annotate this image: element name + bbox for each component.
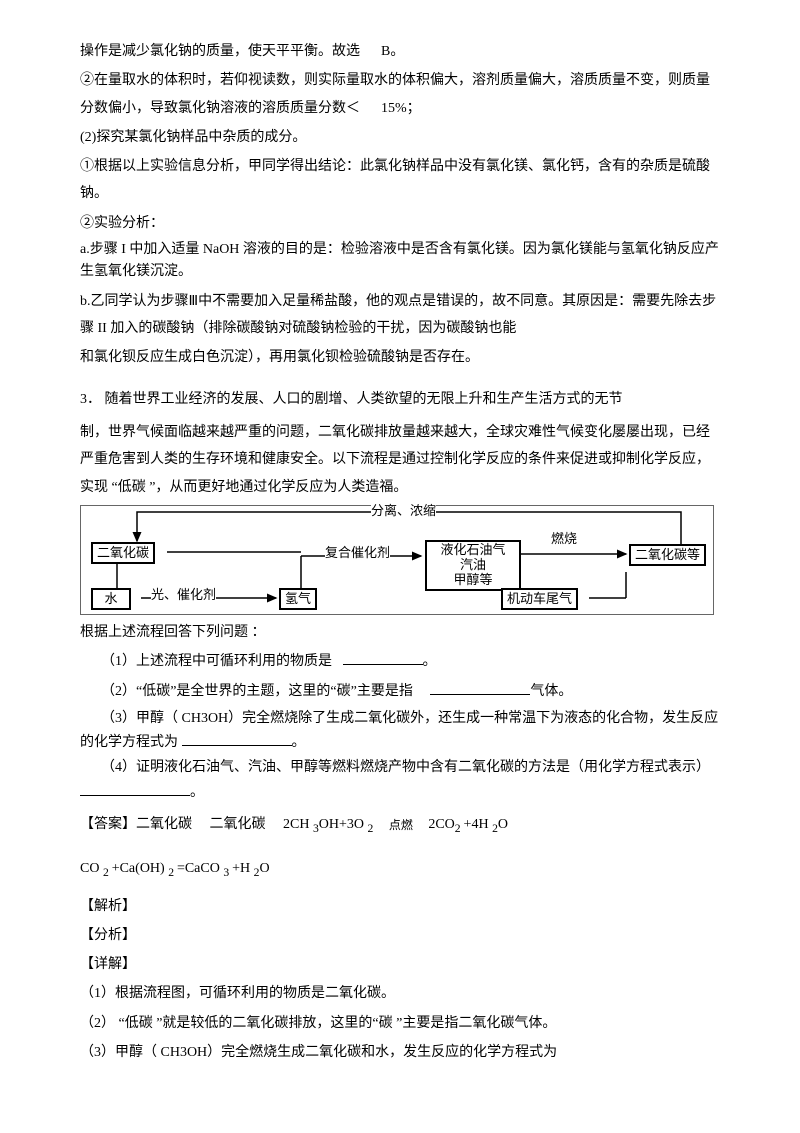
diagram-label: 光、催化剂 [151,588,216,602]
diagram-box-co2etc: 二氧化碳等 [629,544,706,566]
diagram-box-hydrogen: 氢气 [279,588,317,610]
diagram-label: 复合催化剂 [325,546,390,560]
text: 。 [423,654,437,669]
ignition-icon: 点燃 [377,819,425,831]
sub-question-3: （3）甲醇（ CH3OH）完全燃烧除了生成二氧化碳外，还生成一种常温下为液态的化… [80,707,720,755]
answer-label: 【答案】 [80,817,136,832]
fill-blank[interactable] [80,782,190,796]
eq-part: 2CO [428,817,454,832]
detail-2: （2） “低碳 ”就是较低的二氧化碳排放，这里的“碳 ”主要是指二氧化碳气体。 [80,1010,720,1037]
detail-1: （1）根据流程图，可循环利用的物质是二氧化碳。 [80,980,720,1007]
text: （1）上述流程中可循环利用的物质是 [101,654,332,669]
eq-sub: 2 [103,866,112,879]
flow-diagram: 分离、浓缩 燃烧 二氧化碳 水 光、催化剂 氢气 复合催化剂 液化石油气 汽油 … [80,505,714,615]
paragraph: b.乙同学认为步骤Ⅲ中不需要加入足量稀盐酸，他的观点是错误的，故不同意。其原因是… [80,288,720,343]
paragraph: ①根据以上实验信息分析，甲同学得出结论：此氯化钠样品中没有氯化镁、氯化钙，含有的… [80,153,720,208]
diagram-label: 燃烧 [551,532,577,546]
section-xiangjie: 【详解】 [80,951,720,978]
eq-part: 2CH [283,817,313,832]
eq-part: OH+3O [319,817,368,832]
paragraph: ②在量取水的体积时，若仰视读数，则实际量取水的体积偏大，溶剂质量偏大，溶质质量不… [80,67,720,122]
sub-question-2: （2）“低碳”是全世界的主题，这里的“碳”主要是指 气体。 [80,678,720,705]
paragraph: (2)探究某氯化钠样品中杂质的成分。 [80,124,720,151]
paragraph: 和氯化钡反应生成白色沉淀），再用氯化钡检验硫酸钠是否存在。 [80,344,720,371]
text: （3）甲醇（ CH3OH）完全燃烧除了生成二氧化碳外，还生成一种常温下为液态的化… [80,711,718,750]
eq-sub: 2 [368,822,374,835]
diagram-box-lpg: 液化石油气 汽油 甲醇等 [425,540,521,591]
eq-part: +4H [464,817,493,832]
text: 。 [190,785,204,800]
eq-part: O [259,861,269,876]
text: （2）“低碳”是全世界的主题，这里的“碳”主要是指 [101,684,413,699]
sub-question-1: （1）上述流程中可循环利用的物质是 。 [80,648,720,675]
answer-2: 二氧化碳 [210,817,266,832]
answer-line-1: 【答案】二氧化碳 二氧化碳 2CH 3OH+3O 2 点燃 2CO2 +4H 2… [80,811,720,841]
text: 。 [292,735,306,750]
diagram-box-co2: 二氧化碳 [91,542,155,564]
text: 15%； [381,101,421,116]
section-jiexi: 【解析】 [80,893,720,920]
diagram-label: 分离、浓缩 [371,504,436,518]
question-3-body: 制，世界气候面临越来越严重的问题，二氧化碳排放量越来越大，全球灾难性气候变化屡屡… [80,419,720,501]
fill-blank[interactable] [343,651,423,665]
sub-question-4: （4）证明液化石油气、汽油、甲醇等燃料燃烧产物中含有二氧化碳的方法是（用化学方程… [80,756,720,805]
text: 操作是减少氯化钠的质量，使天平平衡。故选 [80,44,360,59]
diagram-box-exhaust: 机动车尾气 [501,588,578,610]
diagram-box-water: 水 [91,588,131,610]
eq-part: =CaCO [177,861,223,876]
eq-part: O [498,817,508,832]
fill-blank[interactable] [430,681,530,695]
section-fenxi: 【分析】 [80,922,720,949]
question-intro: 根据上述流程回答下列问题 ： [80,619,720,646]
text: B。 [381,44,404,59]
eq-part: +Ca(OH) [112,861,169,876]
question-3-heading: 3． 随着世界工业经济的发展、人口的剧增、人类欲望的无限上升和生产生活方式的无节 [80,386,720,413]
paragraph: ②实验分析： [80,210,720,237]
text: （4）证明液化石油气、汽油、甲醇等燃料燃烧产物中含有二氧化碳的方法是（用化学方程… [101,760,710,775]
eq-part: +H [232,861,254,876]
answer-1: 二氧化碳 [136,817,192,832]
eq-sub: 2 [455,822,464,835]
eq-sub: 2 [168,866,177,879]
eq-part: CO [80,861,103,876]
answer-line-2: CO 2 +Ca(OH) 2 =CaCO 3 +H 2O [80,855,720,885]
text: 气体。 [530,684,572,699]
eq-sub: 3 [223,866,232,879]
paragraph: 操作是减少氯化钠的质量，使天平平衡。故选 B。 [80,38,720,65]
detail-3: （3）甲醇（ CH3OH）完全燃烧生成二氧化碳和水，发生反应的化学方程式为 [80,1039,720,1066]
paragraph: a.步骤 I 中加入适量 NaOH 溶液的目的是：检验溶液中是否含有氯化镁。因为… [80,239,720,284]
fill-blank[interactable] [182,732,292,746]
